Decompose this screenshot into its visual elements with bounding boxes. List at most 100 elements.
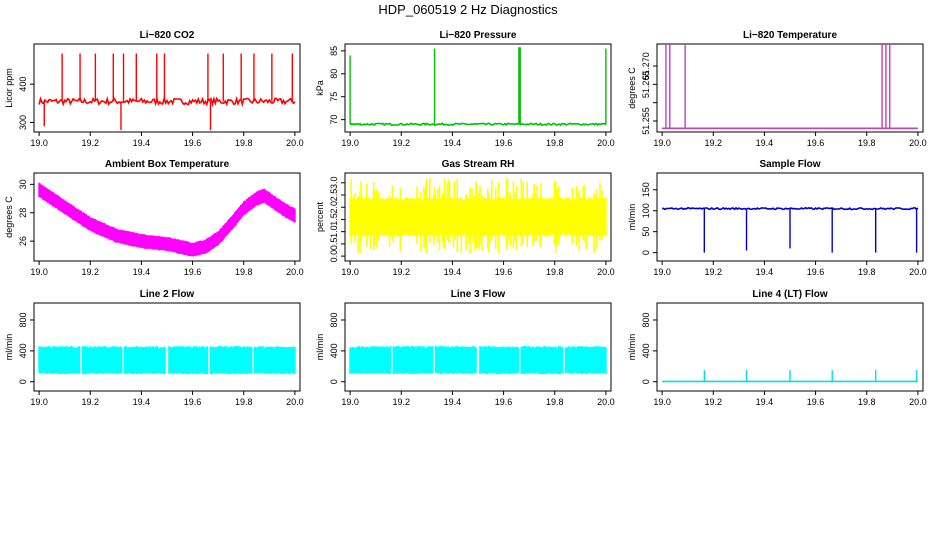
pressure-ylabel: kPa xyxy=(315,80,325,96)
sample-flow-plot-frame xyxy=(656,172,924,262)
licor-temp-xtick-label: 19.6 xyxy=(807,138,825,148)
licor-temp-xtick-label: 19.2 xyxy=(705,138,723,148)
co2-series-line xyxy=(38,95,296,108)
box-temp-xtick-label: 19.6 xyxy=(184,267,202,277)
line2-xtick-label: 19.8 xyxy=(235,397,253,407)
line3-title: Line 3 Flow xyxy=(451,289,506,300)
rh-xtick-label: 19.2 xyxy=(393,267,411,277)
line3-xtick-label: 19.0 xyxy=(341,397,359,407)
line2-xtick-label: 19.2 xyxy=(82,397,100,407)
sample-flow-xtick-label: 19.0 xyxy=(653,267,671,277)
licor-temp-ytick-label: 51.270 xyxy=(641,52,651,80)
sample-flow-ylabel: ml/min xyxy=(627,204,637,231)
line4-ylabel: ml/min xyxy=(627,334,637,361)
co2-xtick-label: 19.0 xyxy=(30,138,48,148)
co2-xtick-label: 19.4 xyxy=(133,138,151,148)
rh-ytick-label: 2.0 xyxy=(329,201,339,214)
line3-ytick-label: 400 xyxy=(329,343,339,358)
pressure-xtick-label: 19.6 xyxy=(495,138,513,148)
line3-ytick-label: 0 xyxy=(329,379,339,384)
rh-ytick-label: 0.0 xyxy=(329,250,339,263)
licor-temp-title: Li−820 Temperature xyxy=(743,30,837,41)
line3-xtick-label: 19.8 xyxy=(546,397,564,407)
line3-xtick-label: 19.2 xyxy=(393,397,411,407)
pressure-ytick-label: 75 xyxy=(329,92,339,102)
line2-ylabel: ml/min xyxy=(4,334,14,361)
rh-ytick-label: 2.5 xyxy=(329,189,339,202)
rh-ytick-label: 0.5 xyxy=(329,238,339,251)
pressure-xtick-label: 19.4 xyxy=(444,138,462,148)
licor-temp-ylabel: degrees C xyxy=(627,67,637,109)
box-temp-xtick-label: 19.8 xyxy=(235,267,253,277)
line2-ytick-label: 800 xyxy=(18,312,28,327)
line4-ytick-label: 400 xyxy=(641,343,651,358)
box-temp-xtick-label: 19.0 xyxy=(30,267,48,277)
line4-ytick-label: 800 xyxy=(641,312,651,327)
co2-plot-frame xyxy=(33,43,301,133)
line3-xtick-label: 19.6 xyxy=(495,397,513,407)
rh-xtick-label: 20.0 xyxy=(597,267,615,277)
box-temp-xtick-label: 19.4 xyxy=(133,267,151,277)
line2-xtick-label: 19.6 xyxy=(184,397,202,407)
sample-flow-title: Sample Flow xyxy=(759,159,820,170)
licor-temp-plot-frame xyxy=(656,43,924,133)
line4-ytick-label: 0 xyxy=(641,379,651,384)
sample-flow-ytick-label: 100 xyxy=(641,203,651,218)
sample-flow-ytick-label: 0 xyxy=(641,250,651,255)
co2-xtick-label: 19.6 xyxy=(184,138,202,148)
box-temp-plot-frame xyxy=(33,172,301,262)
rh-xtick-label: 19.0 xyxy=(341,267,359,277)
line3-ytick-label: 800 xyxy=(329,312,339,327)
licor-temp-xtick-label: 19.0 xyxy=(653,138,671,148)
line3-ylabel: ml/min xyxy=(315,334,325,361)
box-temp-ytick-label: 26 xyxy=(18,236,28,246)
line3-xtick-label: 19.4 xyxy=(444,397,462,407)
rh-ylabel: percent xyxy=(315,201,325,232)
pressure-xtick-label: 19.0 xyxy=(341,138,359,148)
pressure-series-line xyxy=(349,122,607,127)
licor-temp-xtick-label: 19.8 xyxy=(858,138,876,148)
co2-ytick-label: 300 xyxy=(18,115,28,130)
pressure-xtick-label: 19.2 xyxy=(393,138,411,148)
co2-title: Li−820 CO2 xyxy=(140,30,195,41)
line3-xtick-label: 20.0 xyxy=(597,397,615,407)
sample-flow-xtick-label: 19.6 xyxy=(807,267,825,277)
line4-xtick-label: 19.2 xyxy=(705,397,723,407)
co2-xtick-label: 20.0 xyxy=(286,138,304,148)
line2-xtick-label: 19.0 xyxy=(30,397,48,407)
co2-xtick-label: 19.2 xyxy=(82,138,100,148)
line4-xtick-label: 19.4 xyxy=(756,397,774,407)
sample-flow-xtick-label: 19.2 xyxy=(705,267,723,277)
sample-flow-xtick-label: 19.4 xyxy=(756,267,774,277)
sample-flow-xtick-label: 20.0 xyxy=(909,267,927,277)
rh-ytick-label: 1.5 xyxy=(329,213,339,226)
line2-ytick-label: 0 xyxy=(18,379,28,384)
line4-xtick-label: 19.8 xyxy=(858,397,876,407)
box-temp-xtick-label: 19.2 xyxy=(82,267,100,277)
pressure-plot-frame xyxy=(344,43,612,133)
box-temp-ytick-label: 30 xyxy=(18,179,28,189)
pressure-xtick-label: 19.8 xyxy=(546,138,564,148)
box-temp-xtick-label: 20.0 xyxy=(286,267,304,277)
line3-plot-frame xyxy=(344,302,612,392)
sample-flow-xtick-label: 19.8 xyxy=(858,267,876,277)
co2-ytick-label: 400 xyxy=(18,77,28,92)
box-temp-title: Ambient Box Temperature xyxy=(105,159,230,170)
line2-xtick-label: 19.4 xyxy=(133,397,151,407)
line2-ytick-label: 400 xyxy=(18,343,28,358)
line4-plot-frame xyxy=(656,302,924,392)
sample-flow-ytick-label: 50 xyxy=(641,227,651,237)
rh-xtick-label: 19.8 xyxy=(546,267,564,277)
line2-plot-frame xyxy=(33,302,301,392)
line4-xtick-label: 20.0 xyxy=(909,397,927,407)
sample-flow-ytick-label: 150 xyxy=(641,182,651,197)
figure-title: HDP_060519 2 Hz Diagnostics xyxy=(378,2,558,17)
rh-title: Gas Stream RH xyxy=(442,159,515,170)
line2-xtick-label: 20.0 xyxy=(286,397,304,407)
co2-ylabel: Licor ppm xyxy=(4,68,14,108)
rh-ytick-label: 3.0 xyxy=(329,177,339,190)
rh-xtick-label: 19.4 xyxy=(444,267,462,277)
box-temp-ylabel: degrees C xyxy=(4,196,14,238)
licor-temp-xtick-label: 19.4 xyxy=(756,138,774,148)
box-temp-ytick-label: 28 xyxy=(18,208,28,218)
